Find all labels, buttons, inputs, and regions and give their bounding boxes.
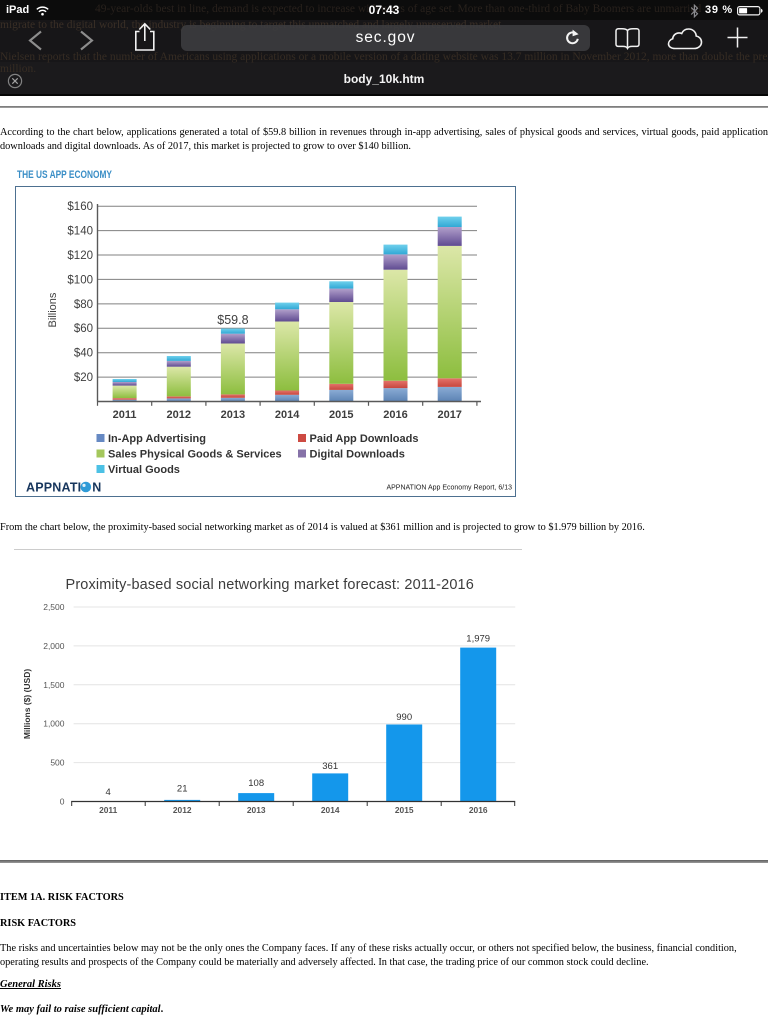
svg-text:2011: 2011 <box>99 805 118 815</box>
svg-text:2016: 2016 <box>469 805 488 815</box>
svg-text:2,500: 2,500 <box>43 602 65 612</box>
svg-text:1,000: 1,000 <box>43 719 65 729</box>
svg-text:$59.8: $59.8 <box>217 313 248 327</box>
svg-text:0: 0 <box>60 797 65 807</box>
svg-text:2014: 2014 <box>321 805 340 815</box>
svg-text:108: 108 <box>248 778 264 789</box>
svg-text:361: 361 <box>322 761 338 772</box>
svg-text:$100: $100 <box>67 274 93 286</box>
svg-text:$80: $80 <box>74 299 93 311</box>
svg-text:2013: 2013 <box>247 805 266 815</box>
svg-text:2011: 2011 <box>113 409 137 421</box>
svg-text:990: 990 <box>396 712 412 723</box>
svg-text:Virtual Goods: Virtual Goods <box>108 464 180 476</box>
svg-text:$140: $140 <box>67 226 93 238</box>
svg-text:$40: $40 <box>74 348 93 360</box>
svg-text:2016: 2016 <box>383 409 407 421</box>
svg-text:2015: 2015 <box>395 805 414 815</box>
svg-text:500: 500 <box>50 758 64 768</box>
svg-text:2012: 2012 <box>173 805 192 815</box>
svg-text:$160: $160 <box>67 201 93 213</box>
svg-text:2,000: 2,000 <box>43 641 65 651</box>
svg-text:2013: 2013 <box>221 409 245 421</box>
svg-text:Proximity-based social network: Proximity-based social networking market… <box>66 577 474 593</box>
svg-text:1,979: 1,979 <box>466 634 490 645</box>
svg-text:$120: $120 <box>67 250 93 262</box>
svg-text:Sales Physical Goods & Service: Sales Physical Goods & Services <box>108 449 282 461</box>
svg-text:2012: 2012 <box>167 409 191 421</box>
svg-text:In-App Advertising: In-App Advertising <box>108 433 206 445</box>
svg-text:2015: 2015 <box>329 409 353 421</box>
svg-text:1,500: 1,500 <box>43 680 65 690</box>
svg-text:APPNATI: APPNATI <box>26 481 81 495</box>
svg-text:Paid App Downloads: Paid App Downloads <box>310 433 419 445</box>
svg-text:N: N <box>92 481 101 495</box>
svg-text:4: 4 <box>106 787 111 798</box>
svg-text:$20: $20 <box>74 372 93 384</box>
svg-text:$60: $60 <box>74 323 93 335</box>
svg-text:APPNATION App Economy Report,: APPNATION App Economy Report, 6/13 <box>386 485 512 492</box>
svg-text:Digital Downloads: Digital Downloads <box>310 449 405 461</box>
svg-text:2014: 2014 <box>275 409 300 421</box>
svg-text:21: 21 <box>177 784 188 795</box>
svg-text:Billions: Billions <box>47 292 59 327</box>
svg-text:2017: 2017 <box>437 409 461 421</box>
svg-text:Millions ($) (USD): Millions ($) (USD) <box>22 669 32 740</box>
